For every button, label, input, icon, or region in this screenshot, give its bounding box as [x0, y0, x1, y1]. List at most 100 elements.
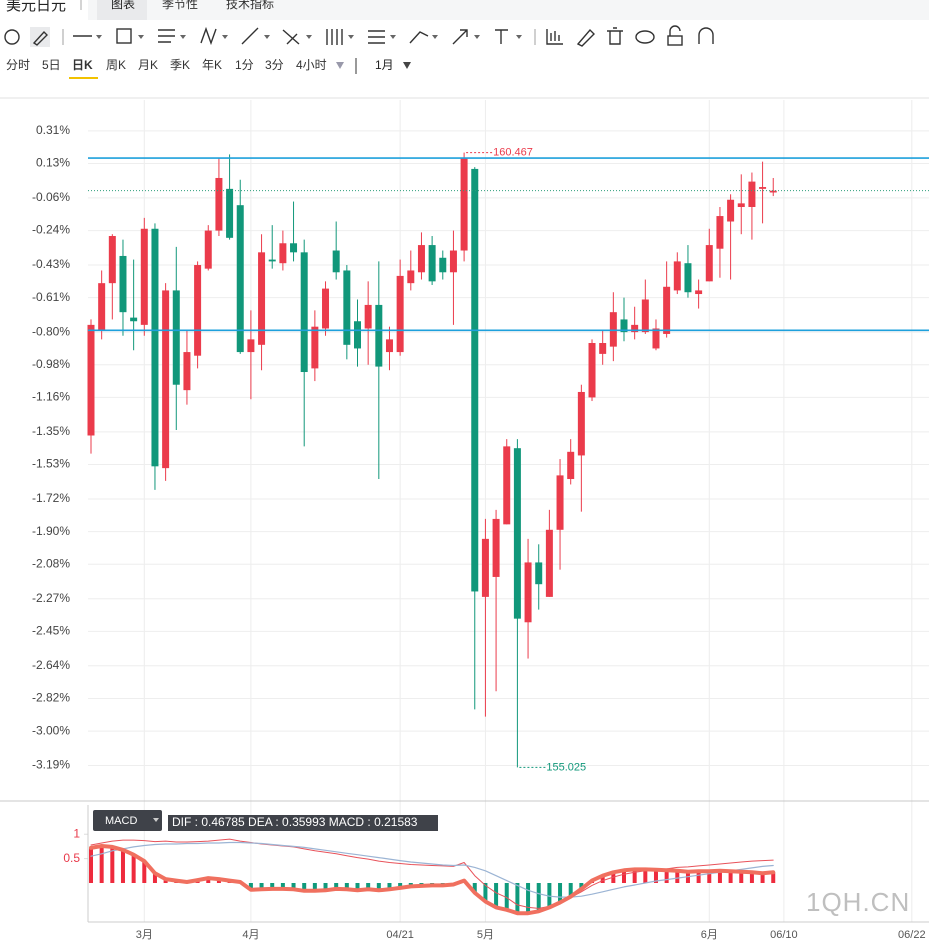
candle-body: [684, 263, 692, 293]
candle-body: [343, 270, 351, 345]
arrow[interactable]: [516, 35, 522, 39]
tab[interactable]: 季节性: [162, 0, 198, 11]
candle-body: [748, 181, 756, 207]
icon[interactable]: [409, 31, 429, 44]
arrow[interactable]: [222, 35, 228, 39]
arrow[interactable]: [336, 62, 344, 69]
icon[interactable]: [32, 30, 48, 46]
period-tab[interactable]: 月K: [138, 58, 158, 72]
indicator-name: MACD: [105, 815, 137, 827]
candle-body: [183, 352, 191, 391]
tab[interactable]: 图表: [111, 0, 135, 11]
candle-body: [727, 199, 735, 222]
macd-bar: [206, 878, 211, 883]
y-tick-label: -1.72%: [32, 491, 70, 505]
icon[interactable]: [576, 28, 595, 47]
icon[interactable]: [546, 29, 563, 45]
candle-body: [279, 243, 287, 264]
candle-body: [577, 391, 585, 456]
legend-text: DIF : 0.46785 DEA : 0.35993 MACD : 0.215…: [172, 815, 418, 829]
candle-body: [769, 190, 777, 193]
candle-body: [641, 299, 649, 333]
macd-bar: [739, 871, 744, 883]
period-tab[interactable]: 年K: [202, 58, 222, 72]
macd-bar: [558, 883, 563, 903]
arrow[interactable]: [180, 35, 186, 39]
icon[interactable]: [495, 29, 508, 44]
macd-bar: [270, 883, 275, 889]
candle-body: [407, 270, 415, 284]
arrow[interactable]: [306, 35, 312, 39]
candle-body: [556, 475, 564, 530]
period-tab[interactable]: 日K: [72, 58, 93, 72]
candle-body: [130, 317, 138, 322]
period-tab[interactable]: 3分: [265, 58, 284, 72]
candle-body: [449, 250, 457, 273]
macd-bar: [749, 872, 754, 883]
macd-bar: [504, 883, 509, 910]
period-tab[interactable]: 4小时: [296, 58, 327, 72]
icon[interactable]: [669, 25, 681, 36]
period-tab[interactable]: 周K: [106, 58, 126, 72]
macd-bar: [632, 869, 637, 883]
y-tick-label: -2.64%: [32, 658, 70, 672]
candle-body: [87, 324, 95, 436]
icon[interactable]: [158, 29, 175, 43]
y-tick-label: -1.16%: [32, 390, 70, 404]
arrow[interactable]: [138, 35, 144, 39]
arrow[interactable]: [96, 35, 102, 39]
icon[interactable]: [326, 29, 343, 45]
icon[interactable]: [368, 30, 385, 44]
period-tab[interactable]: 季K: [170, 58, 190, 72]
macd-bar: [707, 871, 712, 883]
arrow[interactable]: [390, 35, 396, 39]
icon[interactable]: [667, 35, 683, 46]
candle-body: [258, 252, 266, 345]
candle-body: [119, 255, 127, 313]
indicator-line: [90, 841, 774, 898]
high-label: 160.467: [493, 146, 533, 158]
period-tab[interactable]: 1分: [235, 58, 254, 72]
macd-bar: [547, 883, 552, 908]
toolbar: [4, 25, 714, 47]
arrow[interactable]: [432, 35, 438, 39]
candle-body: [226, 188, 234, 238]
arrow[interactable]: [264, 35, 270, 39]
icon[interactable]: [698, 27, 714, 44]
x-tick-label: 04/21: [386, 929, 414, 940]
period-tab[interactable]: 分时: [6, 58, 30, 72]
icon[interactable]: [241, 27, 259, 45]
y-tick-label: -1.53%: [32, 457, 70, 471]
y-tick-label: -0.61%: [32, 290, 70, 304]
candle-body: [737, 203, 745, 207]
watermark: 1QH.CN: [806, 887, 910, 917]
macd-bar: [259, 883, 264, 890]
macd-bar: [323, 883, 328, 891]
range-select[interactable]: 1月: [375, 58, 394, 72]
icon[interactable]: [4, 29, 20, 45]
candle-body: [194, 265, 202, 356]
tab[interactable]: 技术指标: [226, 0, 274, 11]
indicator-select[interactable]: [93, 810, 162, 831]
arrow[interactable]: [474, 35, 480, 39]
icon[interactable]: [607, 27, 623, 45]
icon[interactable]: [116, 28, 132, 44]
candle-body: [300, 252, 308, 373]
macd-bar: [685, 871, 690, 883]
y-tick-label: 0.31%: [36, 123, 70, 137]
period-tab[interactable]: 5日: [42, 58, 61, 72]
arrow[interactable]: [403, 62, 411, 69]
macd-bar: [643, 869, 648, 883]
candle-body: [716, 216, 724, 249]
candle-body: [417, 245, 425, 273]
icon[interactable]: [282, 29, 300, 45]
icon[interactable]: [200, 26, 217, 46]
macd-bar: [600, 875, 605, 883]
macd-bar: [110, 846, 115, 883]
icon[interactable]: [635, 30, 655, 44]
candle-body: [332, 250, 340, 273]
arrow[interactable]: [348, 35, 354, 39]
y-tick-label: 0.5: [63, 851, 80, 865]
candle-body: [439, 257, 447, 273]
icon[interactable]: [452, 29, 468, 45]
